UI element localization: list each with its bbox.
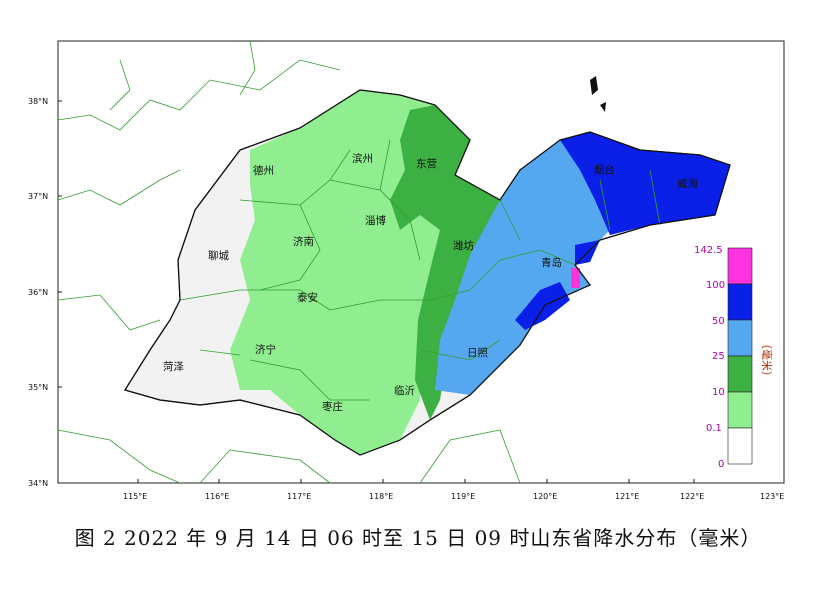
- province-outline: [124, 89, 731, 456]
- city-label-liaocheng: 聊城: [208, 249, 229, 262]
- legend-swatch-rainstorm: [727, 283, 753, 321]
- lon-label: 115°E: [123, 492, 147, 501]
- city-label-jinan: 济南: [293, 235, 314, 248]
- city-label-linyi: 临沂: [394, 384, 415, 397]
- zone-moderate-rain: [390, 105, 500, 420]
- lat-label: 37°N: [28, 192, 48, 201]
- city-label-rizhao: 日照: [467, 347, 488, 359]
- lon-ticks: [137, 479, 695, 483]
- latitude-labels: 38°N 37°N 36°N 35°N 34°N: [28, 97, 48, 488]
- figure-caption: 图 2 2022 年 9 月 14 日 06 时至 15 日 09 时山东省降水…: [74, 526, 762, 550]
- legend-level-label: 25: [712, 351, 725, 362]
- legend-max-label: 142.5: [694, 245, 723, 256]
- lon-label: 121°E: [615, 492, 639, 501]
- lat-label: 36°N: [28, 288, 48, 297]
- precipitation-map: 38°N 37°N 36°N 35°N 34°N 115°E 116°E 117…: [28, 40, 785, 501]
- lat-ticks: [58, 100, 62, 388]
- city-label-yantai: 烟台: [594, 163, 615, 176]
- city-label-weihai: 威海: [677, 177, 698, 190]
- legend: 142.5 100 50 25 10 0.1 0 （毫米）: [694, 245, 774, 470]
- city-label-heze: 菏泽: [163, 361, 184, 373]
- city-label-zibo: 淄博: [365, 214, 386, 227]
- lon-label: 119°E: [451, 492, 475, 501]
- legend-level-label: 10: [712, 387, 725, 398]
- legend-swatch-none: [727, 427, 753, 465]
- island: [600, 102, 606, 112]
- lon-label: 116°E: [205, 492, 229, 501]
- city-label-zaozhuang: 枣庄: [322, 400, 343, 413]
- zone-rainstorm-south: [515, 282, 570, 330]
- lon-label: 123°E: [760, 492, 784, 501]
- zone-rainstorm: [560, 132, 730, 235]
- city-label-qingdao: 青岛: [541, 256, 562, 269]
- city-boundaries: [179, 139, 661, 401]
- legend-swatch-extreme: [727, 247, 753, 285]
- lat-label: 34°N: [28, 479, 48, 488]
- zone-heavy-rain: [435, 132, 610, 395]
- lon-label: 122°E: [680, 492, 704, 501]
- lon-label: 120°E: [533, 492, 557, 501]
- legend-swatch-light: [727, 391, 753, 429]
- lat-label: 38°N: [28, 97, 48, 106]
- lon-label: 118°E: [369, 492, 393, 501]
- longitude-labels: 115°E 116°E 117°E 118°E 119°E 120°E 121°…: [123, 492, 784, 501]
- lon-label: 117°E: [287, 492, 311, 501]
- island: [590, 76, 598, 95]
- city-label-dongying: 东营: [416, 157, 437, 170]
- city-label-taian: 泰安: [297, 291, 318, 304]
- legend-level-label: 100: [706, 280, 725, 291]
- legend-swatch-moderate: [727, 355, 753, 393]
- city-label-binzhou: 滨州: [352, 152, 373, 165]
- city-labels: 德州 滨州 东营 烟台 威海 聊城 济南 淄博 潍坊 青岛 泰安 济宁 菏泽 日…: [163, 152, 698, 413]
- legend-swatch-heavy: [727, 319, 753, 357]
- city-label-dezhou: 德州: [253, 164, 274, 177]
- legend-level-label: 50: [712, 316, 725, 327]
- neighbor-boundaries: [57, 40, 521, 484]
- zone-extreme: [571, 268, 580, 288]
- city-label-jining: 济宁: [255, 343, 276, 356]
- legend-level-label: 0: [718, 459, 724, 470]
- lat-label: 35°N: [28, 383, 48, 392]
- city-label-weifang: 潍坊: [453, 239, 474, 252]
- legend-level-label: 0.1: [706, 423, 722, 434]
- legend-unit: （毫米）: [760, 338, 774, 382]
